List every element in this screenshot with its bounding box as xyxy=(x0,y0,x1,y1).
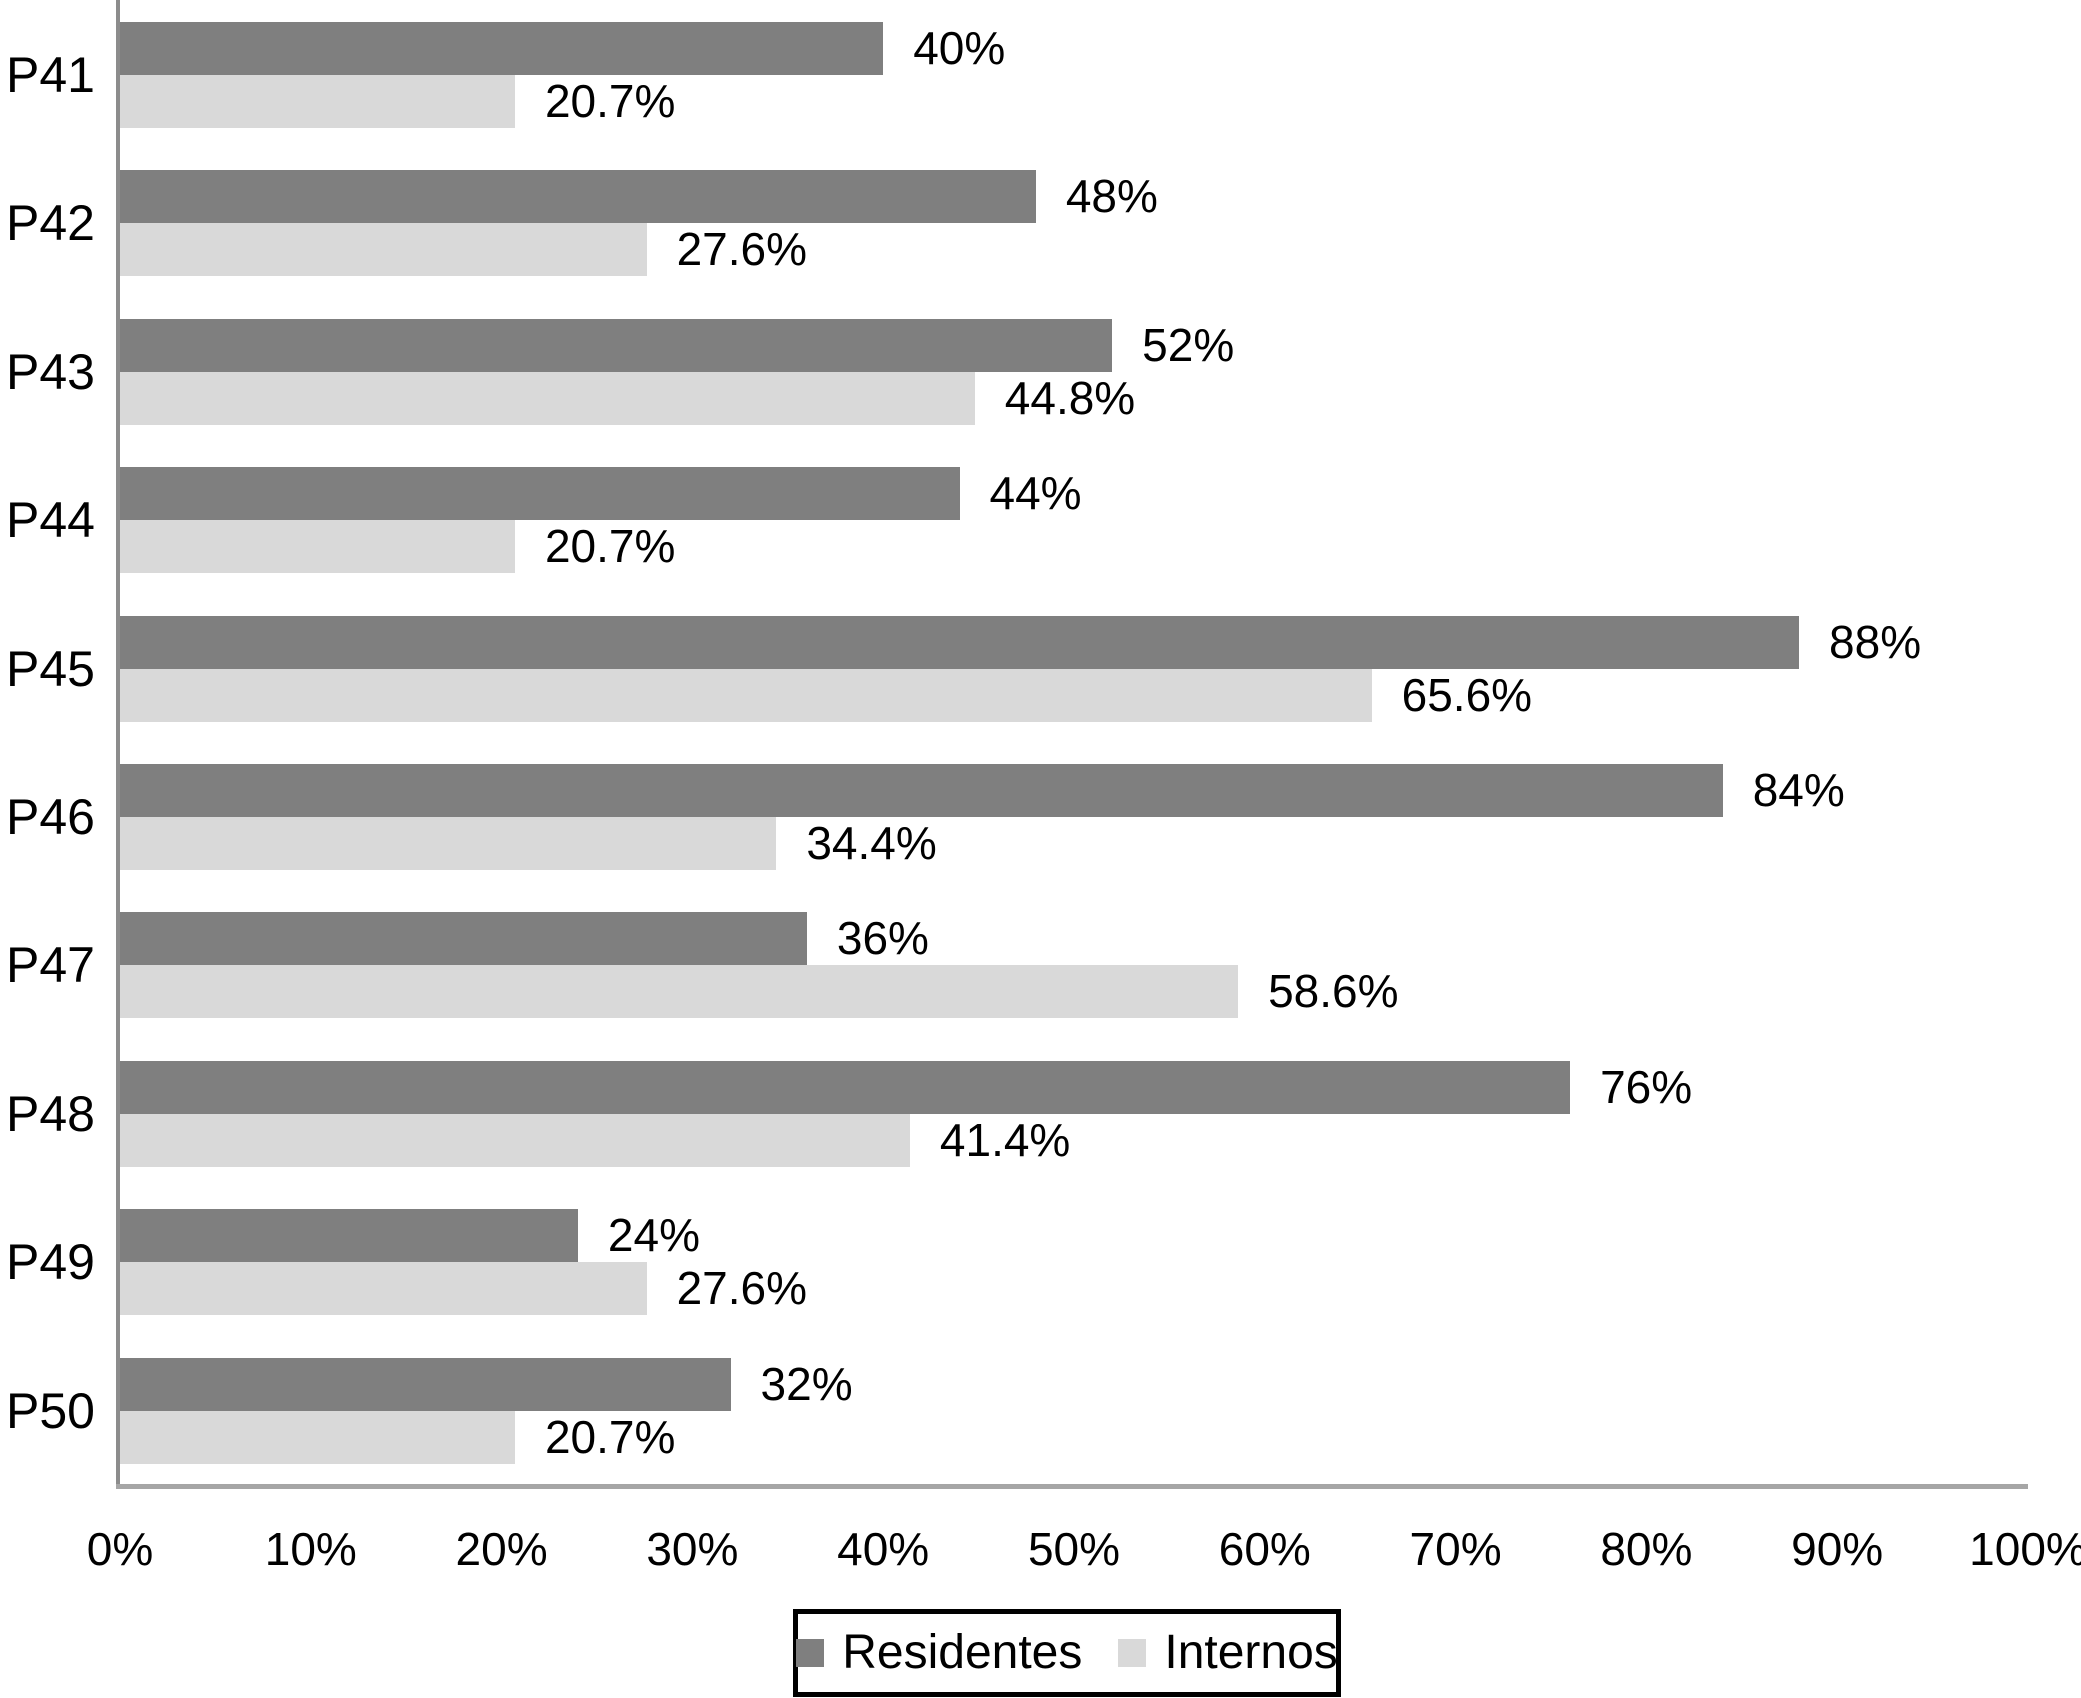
category-label-p47: P47 xyxy=(6,937,95,994)
residentes-value-label-p45: 88% xyxy=(1829,615,1922,668)
residentes-value-label-p48: 76% xyxy=(1600,1060,1693,1113)
residentes-bar-p44 xyxy=(120,467,960,521)
x-tick-label-70pct: 70% xyxy=(1409,1523,1502,1575)
legend-label-residentes: Residentes xyxy=(842,1626,1083,1679)
internos-value-label-p46: 34.4% xyxy=(806,817,937,869)
x-tick-label-20pct: 20% xyxy=(455,1523,548,1575)
internos-bar-p43 xyxy=(120,371,975,425)
y-axis-line xyxy=(116,0,120,1484)
residentes-value-label-p50: 32% xyxy=(760,1357,853,1410)
internos-value-label-p47: 58.6% xyxy=(1268,965,1399,1018)
internos-value-label-p45: 65.6% xyxy=(1401,668,1533,721)
x-tick-label-30pct: 30% xyxy=(646,1523,739,1575)
residentes-bar-p49 xyxy=(120,1209,578,1263)
category-label-p48: P48 xyxy=(6,1085,95,1142)
internos-value-label-p49: 27.6% xyxy=(676,1262,808,1315)
category-label-p42: P42 xyxy=(6,195,95,252)
internos-bar-p47 xyxy=(120,965,1239,1019)
residentes-bar-p45 xyxy=(120,615,1800,669)
x-tick-label-100pct: 100% xyxy=(1969,1523,2081,1575)
category-label-p49: P49 xyxy=(6,1234,95,1291)
residentes-bar-p42 xyxy=(120,170,1036,224)
residentes-swatch-icon xyxy=(796,1639,825,1667)
x-tick-label-60pct: 60% xyxy=(1218,1523,1311,1575)
internos-bar-p49 xyxy=(120,1262,647,1316)
residentes-bar-p43 xyxy=(120,318,1113,372)
internos-value-label-p50: 20.7% xyxy=(544,1410,676,1463)
x-tick-label-80pct: 80% xyxy=(1600,1523,1693,1575)
category-label-p44: P44 xyxy=(6,492,95,549)
internos-value-label-p43: 44.8% xyxy=(1004,371,1136,424)
internos-value-label-p48: 41.4% xyxy=(939,1113,1071,1166)
x-tick-label-10pct: 10% xyxy=(264,1523,357,1575)
residentes-bar-p47 xyxy=(120,912,807,966)
legend-label-internos: Internos xyxy=(1164,1626,1338,1679)
x-axis-line xyxy=(116,1484,2028,1489)
residentes-value-label-p42: 48% xyxy=(1065,170,1158,223)
category-label-p45: P45 xyxy=(6,640,95,697)
internos-bar-p45 xyxy=(120,668,1372,722)
internos-bar-p42 xyxy=(120,223,647,277)
internos-value-label-p41: 20.7% xyxy=(544,75,676,127)
residentes-value-label-p41: 40% xyxy=(913,22,1006,74)
category-label-p41: P41 xyxy=(6,47,95,103)
residentes-value-label-p46: 84% xyxy=(1752,764,1845,816)
residentes-value-label-p44: 44% xyxy=(989,467,1082,520)
residentes-bar-p46 xyxy=(120,764,1723,817)
internos-bar-p44 xyxy=(120,520,515,574)
internos-value-label-p42: 27.6% xyxy=(676,223,808,276)
x-tick-label-50pct: 50% xyxy=(1027,1523,1121,1575)
residentes-bar-p41 xyxy=(120,22,884,75)
residentes-bar-p48 xyxy=(120,1060,1571,1114)
category-label-p46: P46 xyxy=(6,789,95,845)
residentes-value-label-p49: 24% xyxy=(607,1209,700,1262)
residentes-value-label-p47: 36% xyxy=(836,912,929,965)
x-tick-label-40pct: 40% xyxy=(837,1523,930,1575)
x-tick-label-90pct: 90% xyxy=(1791,1523,1884,1575)
residentes-value-label-p43: 52% xyxy=(1142,318,1235,371)
internos-bar-p50 xyxy=(120,1410,515,1464)
legend: Residentes Internos xyxy=(793,1609,1341,1697)
plot-area: 40% 20.7% 48% 27.6% 52% 44.8% 44% 20.7% 88% 65.6%… xyxy=(116,0,2028,1489)
residentes-bar-p50 xyxy=(120,1357,731,1411)
category-label-p50: P50 xyxy=(6,1382,95,1439)
x-tick-label-0pct: 0% xyxy=(86,1523,154,1575)
internos-bar-p48 xyxy=(120,1113,910,1167)
internos-swatch-icon xyxy=(1118,1639,1147,1667)
internos-value-label-p44: 20.7% xyxy=(544,520,676,573)
internos-bar-p41 xyxy=(120,75,515,128)
category-label-p43: P43 xyxy=(6,343,95,400)
internos-bar-p46 xyxy=(120,817,777,870)
